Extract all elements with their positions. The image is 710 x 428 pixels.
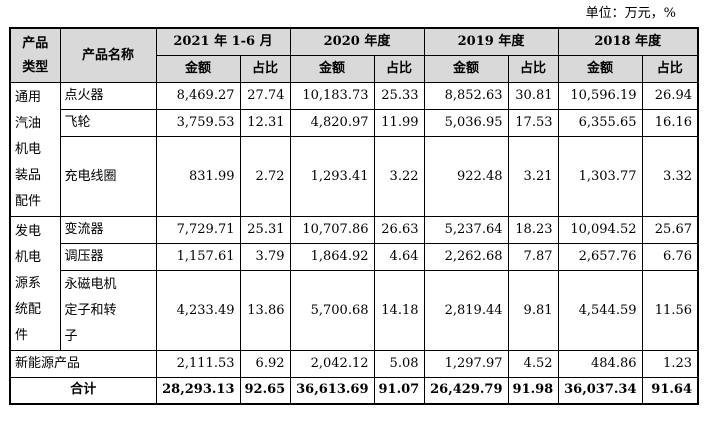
table-row: 充电线圈 831.99 2.72 1,293.41 3.22 922.48 3.… [10, 136, 699, 217]
product-name: 调压器 [59, 243, 157, 271]
ratio-cell: 25.33 [373, 82, 425, 110]
header-period-2018: 2018 年度 [557, 27, 699, 56]
amount-cell: 922.48 [423, 136, 509, 217]
ratio-cell: 17.53 [507, 109, 559, 137]
product-name: 变流器 [59, 216, 157, 244]
total-row: 合计 28,293.13 92.65 36,613.69 91.07 26,42… [9, 377, 699, 404]
header-amount: 金额 [423, 55, 509, 83]
header-ratio: 占比 [373, 55, 425, 83]
amount-cell: 10,707.86 [289, 216, 375, 244]
ratio-cell: 6.92 [239, 350, 291, 378]
product-revenue-table: 产品 类型 产品名称 2021 年 1-6 月 2020 年度 2019 年度 2… [9, 27, 699, 405]
ratio-cell: 26.94 [641, 82, 699, 110]
ratio-cell: 12.31 [239, 109, 291, 137]
ratio-cell: 2.72 [239, 136, 291, 217]
ratio-cell: 18.23 [507, 216, 559, 244]
header-period-2020: 2020 年度 [289, 27, 425, 56]
header-category: 产品 类型 [9, 27, 61, 83]
amount-cell: 4,820.97 [289, 109, 375, 137]
ratio-cell: 3.21 [507, 136, 559, 217]
amount-cell: 28,293.13 [155, 377, 241, 404]
unit-label: 单位：万元，% [585, 6, 676, 21]
amount-cell: 2,262.68 [423, 243, 509, 271]
ratio-cell: 3.22 [373, 136, 425, 217]
ratio-cell: 4.52 [507, 350, 559, 378]
ratio-cell: 9.81 [507, 270, 559, 351]
header-amount: 金额 [155, 55, 241, 83]
ratio-cell: 3.79 [239, 243, 291, 271]
ratio-cell: 1.23 [641, 350, 699, 378]
product-name: 充电线圈 [59, 136, 157, 217]
amount-cell: 4,544.59 [557, 270, 643, 351]
header-ratio: 占比 [507, 55, 559, 83]
table-row: 永磁电机 定子和转 子 4,233.49 13.86 5,700.68 14.1… [10, 270, 699, 351]
amount-cell: 8,469.27 [155, 82, 241, 110]
amount-cell: 1,297.97 [423, 350, 509, 378]
product-name: 飞轮 [59, 109, 157, 137]
product-name: 点火器 [59, 82, 157, 110]
amount-cell: 7,729.71 [155, 216, 241, 244]
table-row: 飞轮 3,759.53 12.31 4,820.97 11.99 5,036.9… [10, 109, 699, 137]
ratio-cell: 3.32 [641, 136, 699, 217]
amount-cell: 831.99 [155, 136, 241, 217]
ratio-cell: 92.65 [239, 377, 291, 404]
category-cell: 通用 汽油 机电 装品 配件 [9, 82, 61, 217]
amount-cell: 5,237.64 [423, 216, 509, 244]
ratio-cell: 91.07 [373, 377, 425, 404]
amount-cell: 3,759.53 [155, 109, 241, 137]
ratio-cell: 30.81 [507, 82, 559, 110]
amount-cell: 36,037.34 [557, 377, 643, 404]
table-row: 调压器 1,157.61 3.79 1,864.92 4.64 2,262.68… [10, 243, 699, 271]
category-cell: 发电 机电 源系 统配 件 [9, 216, 61, 351]
ratio-cell: 91.64 [641, 377, 699, 404]
amount-cell: 8,852.63 [423, 82, 509, 110]
ratio-cell: 11.56 [641, 270, 699, 351]
ratio-cell: 27.74 [239, 82, 291, 110]
amount-cell: 1,293.41 [289, 136, 375, 217]
ratio-cell: 26.63 [373, 216, 425, 244]
ratio-cell: 25.31 [239, 216, 291, 244]
ratio-cell: 13.86 [239, 270, 291, 351]
total-label: 合计 [9, 377, 157, 404]
amount-cell: 10,596.19 [557, 82, 643, 110]
amount-cell: 1,157.61 [155, 243, 241, 271]
table-row: 通用 汽油 机电 装品 配件 点火器 8,469.27 27.74 10,183… [9, 82, 699, 217]
header-ratio: 占比 [641, 55, 699, 83]
amount-cell: 26,429.79 [423, 377, 509, 404]
amount-cell: 2,042.12 [289, 350, 375, 378]
header-period-2021h1: 2021 年 1-6 月 [155, 27, 291, 56]
header-product-name: 产品名称 [59, 27, 157, 83]
amount-cell: 10,183.73 [289, 82, 375, 110]
table-row: 发电 机电 源系 统配 件 变流器 7,729.71 25.31 10,707.… [9, 216, 699, 351]
table-row: 新能源产品 2,111.53 6.92 2,042.12 5.08 1,297.… [9, 350, 699, 378]
header-period-2019: 2019 年度 [423, 27, 559, 56]
amount-cell: 2,111.53 [155, 350, 241, 378]
ratio-cell: 5.08 [373, 350, 425, 378]
header-amount: 金额 [557, 55, 643, 83]
ratio-cell: 6.76 [641, 243, 699, 271]
ratio-cell: 16.16 [641, 109, 699, 137]
amount-cell: 1,864.92 [289, 243, 375, 271]
amount-cell: 2,657.76 [557, 243, 643, 271]
ratio-cell: 14.18 [373, 270, 425, 351]
amount-cell: 4,233.49 [155, 270, 241, 351]
amount-cell: 6,355.65 [557, 109, 643, 137]
ratio-cell: 7.87 [507, 243, 559, 271]
ratio-cell: 25.67 [641, 216, 699, 244]
amount-cell: 5,036.95 [423, 109, 509, 137]
product-name: 永磁电机 定子和转 子 [59, 270, 157, 351]
amount-cell: 484.86 [557, 350, 643, 378]
amount-cell: 5,700.68 [289, 270, 375, 351]
ratio-cell: 11.99 [373, 109, 425, 137]
ratio-cell: 91.98 [507, 377, 559, 404]
header-amount: 金额 [289, 55, 375, 83]
amount-cell: 1,303.77 [557, 136, 643, 217]
amount-cell: 10,094.52 [557, 216, 643, 244]
amount-cell: 2,819.44 [423, 270, 509, 351]
header-ratio: 占比 [239, 55, 291, 83]
ratio-cell: 4.64 [373, 243, 425, 271]
product-name: 新能源产品 [9, 350, 157, 378]
amount-cell: 36,613.69 [289, 377, 375, 404]
